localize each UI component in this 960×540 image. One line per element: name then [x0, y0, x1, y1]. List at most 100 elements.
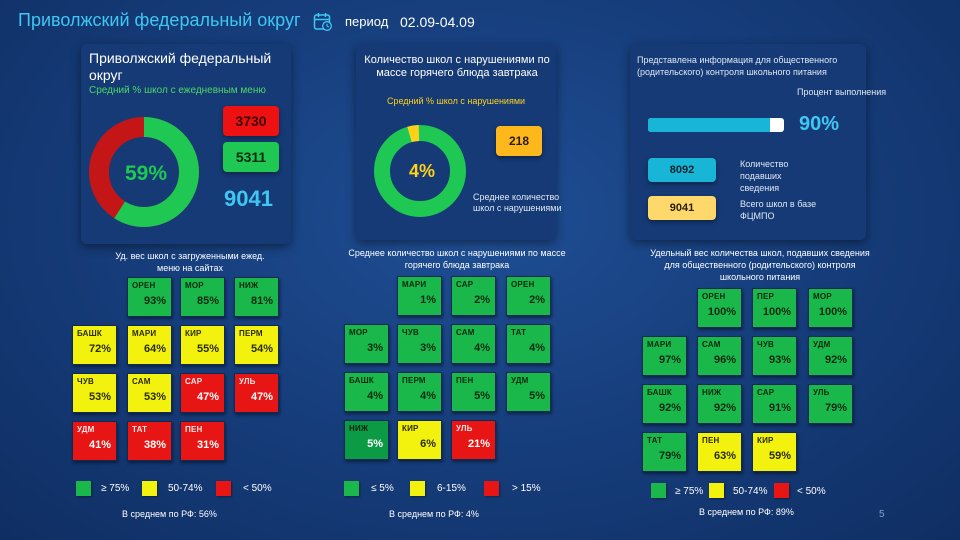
violations-card-subtitle: Средний % школ с нарушениями — [386, 96, 526, 106]
region-code: БАШК — [349, 376, 374, 385]
region-code: ТАТ — [511, 328, 527, 337]
region-code: БАШК — [77, 329, 102, 338]
panel2-legend-yellow-swatch — [410, 481, 425, 496]
region-value: 100% — [707, 306, 736, 318]
panel3-legend-red-label: < 50% — [797, 486, 826, 497]
region-value: 53% — [143, 391, 166, 403]
region-value: 59% — [768, 450, 791, 462]
submitted-count-label: Количество подавших сведения — [740, 159, 789, 193]
submitted-count-badge: 8092 — [648, 158, 716, 182]
panel1-legend-yellow-label: 50-74% — [168, 483, 203, 494]
region-value: 92% — [658, 402, 681, 414]
region-value: 3% — [367, 342, 383, 354]
region-code: САР — [456, 280, 474, 289]
region-value: 79% — [824, 402, 847, 414]
panel1-region-tile: ОРЕН 93% — [127, 277, 172, 317]
region-value: 93% — [768, 354, 791, 366]
region-code: САМ — [132, 377, 151, 386]
panel3-region-tile: ЧУВ 93% — [752, 336, 797, 376]
region-value: 92% — [824, 354, 847, 366]
region-code: МОР — [349, 328, 368, 337]
panel3-region-tile: ПЕН 63% — [697, 432, 742, 472]
region-value: 91% — [768, 402, 791, 414]
menu-total-count: 9041 — [224, 186, 273, 211]
region-value: 31% — [196, 439, 219, 451]
panel3-legend-yellow-label: 50-74% — [733, 486, 768, 497]
region-value: 72% — [88, 343, 111, 355]
region-code: ОРЕН — [511, 280, 535, 289]
region-code: УДМ — [77, 425, 95, 434]
region-code: ОРЕН — [132, 281, 156, 290]
menu-no-count-badge: 3730 — [223, 106, 279, 136]
panel1-footnote: В среднем по РФ: 56% — [122, 509, 217, 519]
region-code: ПЕН — [185, 425, 203, 434]
region-value: 96% — [713, 354, 736, 366]
panel2-region-tile: САР 2% — [451, 276, 496, 316]
region-code: ПЕР — [757, 292, 775, 301]
region-value: 79% — [658, 450, 681, 462]
panel1-region-tile: БАШК 72% — [72, 325, 117, 365]
region-code: ТАТ — [132, 425, 148, 434]
region-value: 54% — [250, 343, 273, 355]
region-code: НИЖ — [702, 388, 722, 397]
panel2-region-tile: НИЖ 5% — [344, 420, 389, 460]
region-code: ТАТ — [647, 436, 663, 445]
public-control-title: Представлена информация для общественног… — [637, 55, 838, 77]
region-value: 2% — [474, 294, 490, 306]
region-value: 47% — [196, 391, 219, 403]
region-value: 2% — [529, 294, 545, 306]
violations-avg-label: Среднее количество школ с нарушениями — [473, 192, 562, 213]
menu-yes-count-badge: 5311 — [223, 142, 279, 172]
region-code: МАРИ — [132, 329, 157, 338]
base-count-label: Всего школ в базе ФЦМПО — [740, 199, 817, 221]
region-code: САР — [757, 388, 775, 397]
violations-donut-label: 4% — [409, 161, 435, 181]
region-code: КИР — [402, 424, 419, 433]
panel1-region-tile: КИР 55% — [180, 325, 225, 365]
page-title: Приволжский федеральный округ — [18, 10, 301, 30]
violations-card-title: Количество школ с нарушениями по массе г… — [364, 54, 550, 79]
panel3-region-tile: БАШК 92% — [642, 384, 687, 424]
region-value: 1% — [420, 294, 436, 306]
panel3-region-tile: МОР 100% — [808, 288, 853, 328]
menu-donut-label: 59% — [125, 162, 167, 185]
panel1-region-tile: НИЖ 81% — [234, 277, 279, 317]
panel3-legend-yellow-swatch — [709, 483, 724, 498]
panel1-region-tile: УЛЬ 47% — [234, 373, 279, 413]
panel3-region-tile: МАРИ 97% — [642, 336, 687, 376]
violations-donut-value-arc — [374, 125, 466, 217]
panel3-region-tile: НИЖ 92% — [697, 384, 742, 424]
region-value: 100% — [762, 306, 791, 318]
region-value: 53% — [88, 391, 111, 403]
region-code: ЧУВ — [402, 328, 419, 337]
panel3-footnote: В среднем по РФ: 89% — [699, 507, 794, 517]
region-code: ЧУВ — [757, 340, 774, 349]
region-value: 64% — [143, 343, 166, 355]
panel3-region-tile: ПЕР 100% — [752, 288, 797, 328]
region-code: ОРЕН — [702, 292, 726, 301]
panel2-region-tile: МАРИ 1% — [397, 276, 442, 316]
panel1-region-tile: УДМ 41% — [72, 421, 117, 461]
region-value: 4% — [367, 390, 383, 402]
panel1-legend-red-swatch — [216, 481, 231, 496]
region-code: УЛЬ — [456, 424, 473, 433]
panel1-region-tile: ЧУВ 53% — [72, 373, 117, 413]
menu-donut-value-arc — [89, 117, 199, 227]
panel2-legend-green-label: ≤ 5% — [371, 483, 394, 494]
panel1-region-tile: САМ 53% — [127, 373, 172, 413]
region-code: САМ — [702, 340, 721, 349]
panel2-region-tile: КИР 6% — [397, 420, 442, 460]
panel2-region-tile: МОР 3% — [344, 324, 389, 364]
panel2-legend-green-swatch — [344, 481, 359, 496]
panel1-region-tile: МОР 85% — [180, 277, 225, 317]
panel2-region-tile: САМ 4% — [451, 324, 496, 364]
panel1-legend-yellow-swatch — [142, 481, 157, 496]
panel3-caption: Удельный вес количества школ, подавших с… — [650, 248, 870, 282]
region-value: 85% — [196, 295, 219, 307]
region-code: УДМ — [813, 340, 831, 349]
panel3-legend-green-swatch — [651, 483, 666, 498]
region-value: 41% — [88, 439, 111, 451]
region-code: ПЕРМ — [402, 376, 426, 385]
panel2-region-tile: ОРЕН 2% — [506, 276, 551, 316]
panel2-region-tile: УЛЬ 21% — [451, 420, 496, 460]
